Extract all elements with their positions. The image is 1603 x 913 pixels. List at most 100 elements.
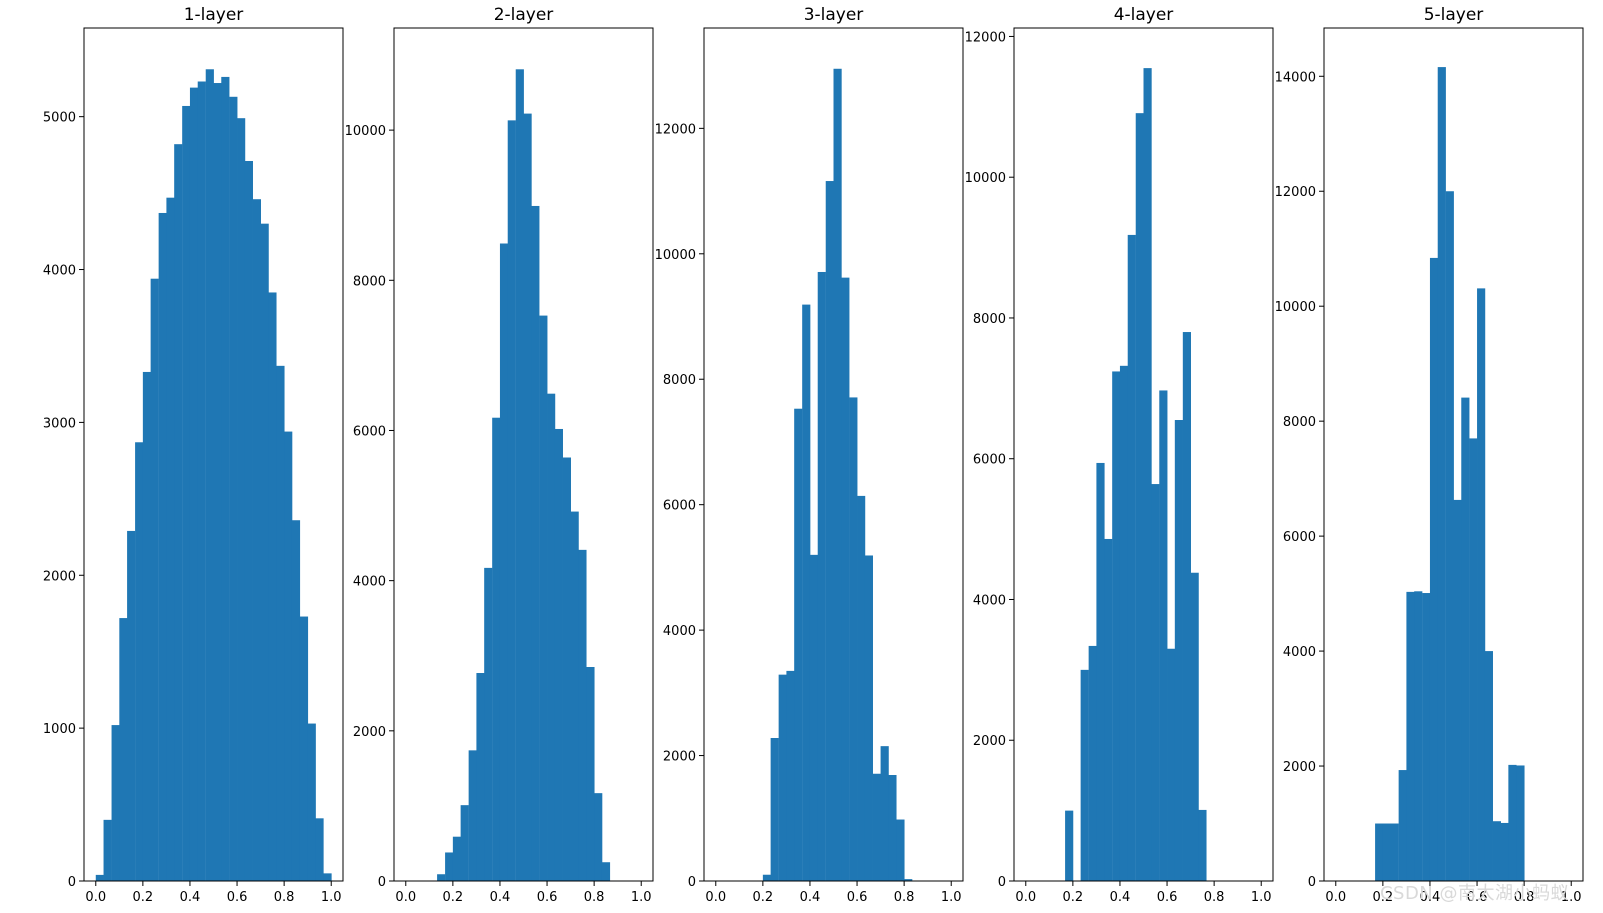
histogram-bar bbox=[562, 457, 571, 881]
panel-1: 1-layer 0.0 0.2 0.4 0.6 0.8 1.0 0 1000 2000 3000 40… bbox=[43, 5, 344, 905]
histogram-bar bbox=[252, 199, 261, 881]
y-tick-label: 2000 bbox=[353, 725, 386, 740]
histogram-bar bbox=[244, 160, 253, 882]
y-tick-label: 0 bbox=[998, 875, 1006, 890]
x-tick-label: 0.6 bbox=[227, 890, 248, 905]
histogram-bar bbox=[1167, 648, 1176, 881]
x-tick-label: 0.8 bbox=[584, 890, 605, 905]
histogram-bar bbox=[770, 738, 779, 881]
x-tick-label: 1.0 bbox=[941, 890, 962, 905]
x-tick-label: 0.0 bbox=[1015, 890, 1036, 905]
y-tick-label: 12000 bbox=[1275, 185, 1316, 200]
histogram-bar bbox=[578, 549, 587, 881]
chart-title: 2-layer bbox=[494, 5, 554, 25]
histogram-bar bbox=[499, 243, 509, 881]
histogram-bar bbox=[586, 667, 595, 881]
histogram-bar bbox=[1406, 591, 1415, 881]
y-tick-label: 1000 bbox=[43, 722, 76, 737]
x-tick-label: 0.4 bbox=[180, 890, 201, 905]
histogram-bar bbox=[166, 197, 175, 881]
y-tick-label: 2000 bbox=[1283, 760, 1316, 775]
y-tick-label: 12000 bbox=[965, 30, 1006, 45]
y-tick-label: 8000 bbox=[353, 274, 386, 289]
histogram-bar bbox=[1414, 591, 1423, 881]
histogram-bar bbox=[1112, 371, 1121, 881]
histogram-bar bbox=[1088, 645, 1097, 881]
x-tick-label: 0.2 bbox=[1063, 890, 1084, 905]
x-tick-label: 0.4 bbox=[1420, 890, 1441, 905]
histogram-bar bbox=[849, 397, 858, 881]
histogram-bar bbox=[213, 83, 222, 881]
histogram-bar bbox=[1065, 810, 1074, 881]
axes-frame bbox=[1013, 27, 1274, 882]
x-tick-label: 1.0 bbox=[321, 890, 342, 905]
histogram-bar bbox=[1492, 821, 1501, 881]
y-tick-label: 6000 bbox=[1283, 530, 1316, 545]
x-tick-label: 1.0 bbox=[1251, 890, 1272, 905]
histogram-bar bbox=[880, 746, 889, 881]
histogram-bar bbox=[1182, 332, 1191, 881]
y-tick-label: 0 bbox=[68, 875, 76, 890]
x-tick-label: 0.0 bbox=[395, 890, 416, 905]
histogram-bar bbox=[1151, 484, 1160, 881]
histogram-bar bbox=[539, 315, 548, 882]
y-tick-label: 0 bbox=[688, 875, 696, 890]
histogram-bar bbox=[570, 511, 579, 881]
histogram-bar bbox=[189, 87, 199, 882]
histogram-bar bbox=[1382, 823, 1392, 881]
chart-title: 5-layer bbox=[1424, 5, 1484, 25]
panel-4: 4-layer 0.0 0.2 0.4 0.6 0.8 1.0 0 2000 4000 6000 80… bbox=[965, 5, 1274, 905]
histogram-bar bbox=[872, 773, 881, 881]
histogram-bar bbox=[523, 113, 532, 882]
histogram-bar bbox=[484, 567, 493, 881]
y-tick-label: 12000 bbox=[655, 122, 696, 137]
histogram-bar bbox=[135, 442, 144, 881]
x-tick-label: 0.8 bbox=[894, 890, 915, 905]
y-tick-label: 4000 bbox=[43, 264, 76, 279]
x-tick-label: 0.6 bbox=[1467, 890, 1488, 905]
histogram-bar bbox=[158, 212, 167, 882]
histogram-bar bbox=[299, 616, 309, 881]
histogram-bar bbox=[794, 408, 803, 881]
chart-title: 3-layer bbox=[804, 5, 864, 25]
histogram-bar bbox=[786, 670, 795, 881]
axes-frame bbox=[703, 27, 964, 882]
histogram-bar bbox=[904, 879, 913, 881]
y-tick-label: 0 bbox=[378, 875, 386, 890]
histogram-bar bbox=[229, 96, 238, 882]
histogram-bar bbox=[127, 530, 136, 881]
y-tick-label: 4000 bbox=[663, 624, 696, 639]
y-tick-label: 6000 bbox=[663, 499, 696, 514]
watermark: CSDN @南太湖小蚂蚁 bbox=[1379, 883, 1569, 904]
x-tick-label: 0.8 bbox=[274, 890, 295, 905]
y-tick-label: 4000 bbox=[973, 593, 1006, 608]
histogram-bar bbox=[468, 750, 477, 881]
histogram-bar bbox=[809, 554, 819, 881]
histogram-bar bbox=[864, 555, 873, 881]
x-tick-label: 0.0 bbox=[705, 890, 726, 905]
histogram-bar bbox=[1174, 420, 1183, 881]
histogram-bar bbox=[1104, 538, 1113, 881]
panel-3: 3-layer 0.0 0.2 0.4 0.6 0.8 1.0 0 2000 4000 6000 80… bbox=[655, 5, 964, 905]
y-tick-label: 10000 bbox=[1275, 300, 1316, 315]
histogram-bar bbox=[284, 431, 293, 881]
histogram-bar bbox=[507, 120, 516, 882]
histogram-bar bbox=[142, 371, 152, 881]
histogram-bar bbox=[1477, 288, 1486, 881]
histogram-bar bbox=[237, 118, 246, 881]
histogram-bar bbox=[594, 793, 603, 881]
x-tick-label: 0.0 bbox=[85, 890, 106, 905]
histogram-bar bbox=[1119, 365, 1129, 881]
y-tick-label: 14000 bbox=[1275, 70, 1316, 85]
y-tick-label: 8000 bbox=[973, 312, 1006, 327]
y-tick-label: 8000 bbox=[663, 373, 696, 388]
histogram-bar bbox=[1135, 113, 1144, 881]
chart-title: 4-layer bbox=[1114, 5, 1174, 25]
axes-frame bbox=[83, 27, 344, 882]
histogram-bar bbox=[1080, 669, 1089, 881]
histogram-bar bbox=[103, 819, 112, 881]
histogram-bar bbox=[1143, 68, 1152, 882]
histogram-bar bbox=[1422, 593, 1431, 881]
histogram-bar bbox=[1508, 764, 1517, 881]
histogram-bar bbox=[291, 520, 301, 881]
